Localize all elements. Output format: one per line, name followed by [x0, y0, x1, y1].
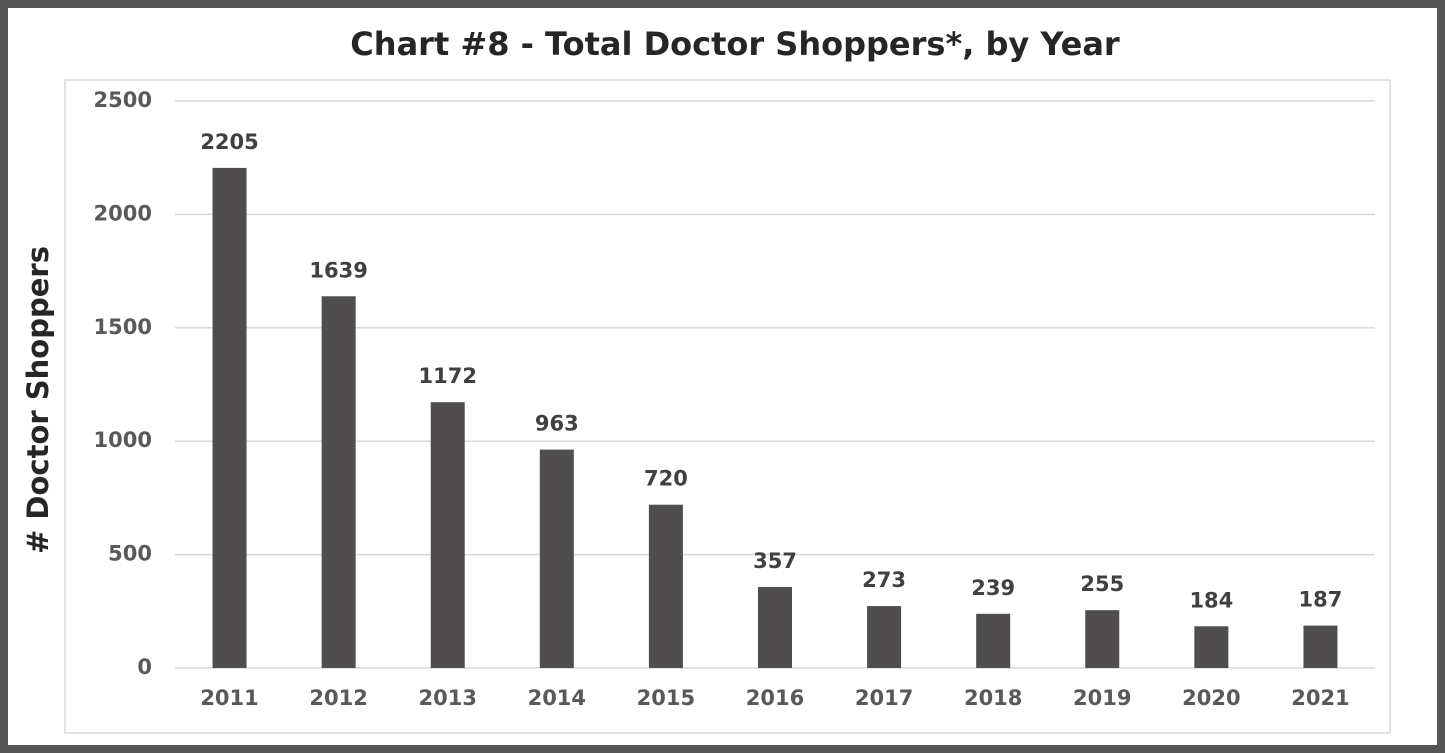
bar: [1194, 626, 1229, 668]
x-tick-label: 2019: [1073, 686, 1131, 710]
data-label: 273: [862, 568, 906, 592]
data-label: 255: [1080, 572, 1124, 596]
x-tick-label: 2013: [419, 686, 477, 710]
data-label: 239: [971, 576, 1015, 600]
bar: [976, 613, 1011, 668]
bar: [1085, 610, 1120, 668]
bar: [212, 167, 247, 668]
y-tick-label: 2000: [94, 201, 152, 225]
bar: [430, 402, 465, 668]
y-tick-label: 2500: [94, 88, 152, 112]
bar: [758, 587, 792, 668]
x-tick-label: 2020: [1182, 686, 1240, 710]
data-label: 1172: [419, 364, 477, 388]
bar: [867, 606, 902, 668]
x-tick-label: 2021: [1291, 686, 1349, 710]
bar: [1303, 625, 1338, 668]
plot-box: [64, 79, 1391, 734]
y-tick-label: 0: [137, 655, 152, 679]
data-label: 963: [535, 412, 579, 436]
data-label: 357: [753, 549, 797, 573]
data-label: 1639: [309, 258, 367, 282]
data-label: 2205: [200, 130, 258, 154]
y-tick-label: 1500: [94, 315, 152, 339]
chart-title: Chart #8 - Total Doctor Shoppers*, by Ye…: [350, 25, 1120, 63]
y-tick-label: 1000: [94, 428, 152, 452]
x-tick-label: 2015: [637, 686, 695, 710]
x-tick-label: 2011: [200, 686, 258, 710]
bar: [321, 296, 356, 668]
bar: [539, 449, 574, 668]
y-axis-label: # Doctor Shoppers: [21, 246, 55, 554]
data-label: 187: [1299, 588, 1343, 612]
x-tick-label: 2014: [528, 686, 586, 710]
bar: [648, 504, 683, 668]
data-label: 184: [1189, 588, 1233, 612]
x-tick-label: 2012: [309, 686, 367, 710]
data-label: 720: [644, 467, 688, 491]
y-tick-label: 500: [108, 542, 152, 566]
x-tick-label: 2018: [964, 686, 1022, 710]
x-tick-label: 2016: [746, 686, 804, 710]
x-tick-label: 2017: [855, 686, 913, 710]
